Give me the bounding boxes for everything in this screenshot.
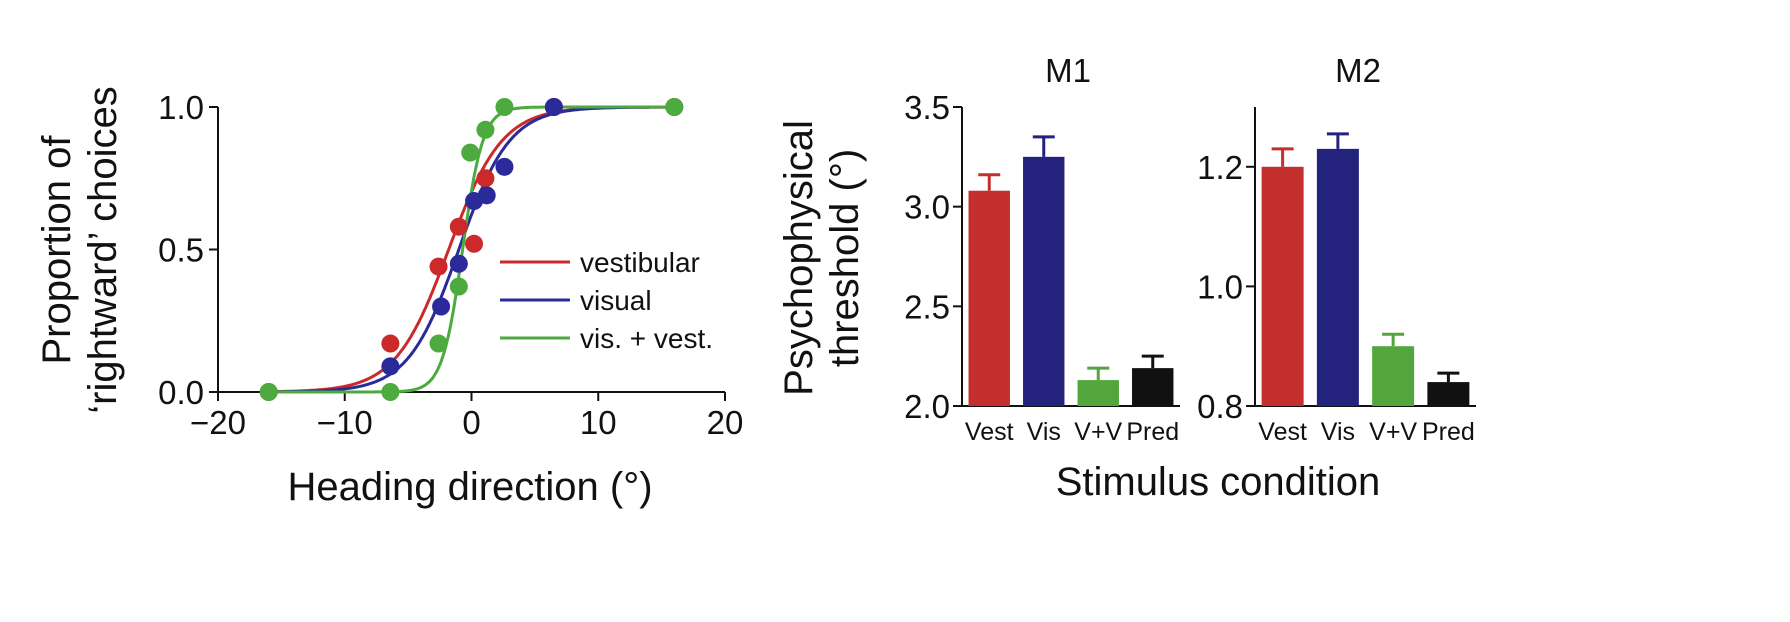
bar-y-tick-label: 0.8 bbox=[1197, 388, 1243, 425]
bar-category-label: V+V bbox=[1074, 418, 1122, 446]
stimulus-condition-xlabel: Stimulus condition bbox=[1056, 460, 1381, 504]
data-point bbox=[381, 383, 400, 401]
bar-pred bbox=[1427, 382, 1470, 406]
data-point bbox=[544, 98, 563, 116]
psychometric-legend: vestibular visual vis. + vest. bbox=[500, 247, 713, 354]
data-point bbox=[432, 297, 451, 316]
threshold-ylabel-line-2: threshold (°) bbox=[823, 149, 867, 367]
psychometric-xlabel: Heading direction (°) bbox=[287, 465, 652, 509]
bar-y-tick-label: 2.5 bbox=[904, 288, 950, 325]
y-tick-label: 1.0 bbox=[158, 89, 204, 126]
data-point bbox=[449, 254, 468, 273]
x-tick-label: 0 bbox=[462, 404, 480, 441]
fit-curve-vis-vest bbox=[268, 105, 675, 394]
psychometric-ylabel-line-1: Proportion of bbox=[35, 135, 79, 365]
data-point bbox=[465, 234, 484, 253]
x-tick-label: 20 bbox=[707, 404, 744, 441]
bar-vv bbox=[1077, 380, 1119, 406]
data-point bbox=[381, 357, 400, 376]
m2-bar-chart: 0.8 1.0 1.2 Vest Vis V+V Pred bbox=[1197, 107, 1476, 446]
bar-pred bbox=[1132, 368, 1174, 406]
psychometric-curves bbox=[268, 105, 675, 394]
data-point bbox=[449, 217, 468, 236]
x-tick-label: −10 bbox=[317, 404, 373, 441]
bar-category-label: Vis bbox=[1027, 418, 1061, 446]
bar-y-tick-label: 1.0 bbox=[1197, 268, 1243, 305]
data-point bbox=[476, 169, 495, 188]
bar-category-label: Vis bbox=[1321, 418, 1355, 446]
bar-vest bbox=[1261, 166, 1304, 406]
bar-category-label: V+V bbox=[1369, 418, 1417, 446]
m2-title: M2 bbox=[1335, 52, 1381, 89]
data-point bbox=[461, 143, 480, 162]
data-point bbox=[495, 157, 514, 176]
psychometric-panel: Proportion of ‘rightward’ choices Headin… bbox=[35, 86, 743, 509]
m1-title: M1 bbox=[1045, 52, 1091, 89]
data-point bbox=[477, 186, 496, 205]
bar-y-tick-label: 1.2 bbox=[1197, 149, 1243, 186]
data-point bbox=[381, 334, 400, 353]
bar-category-label: Vest bbox=[1258, 418, 1307, 446]
legend-label: vestibular bbox=[580, 247, 700, 278]
bar-category-label: Pred bbox=[1422, 418, 1475, 446]
data-point bbox=[665, 98, 684, 116]
bar-vis bbox=[1023, 156, 1065, 406]
threshold-ylabel-line-1: Psychophysical bbox=[777, 120, 821, 396]
bar-y-tick-label: 3.0 bbox=[904, 189, 950, 226]
y-tick-label: 0.0 bbox=[158, 374, 204, 411]
bar-category-label: Vest bbox=[965, 418, 1014, 446]
x-tick-label: 10 bbox=[580, 404, 617, 441]
bar-vest bbox=[968, 190, 1010, 406]
psychometric-ylabel-line-2: ‘rightward’ choices bbox=[81, 86, 125, 414]
bar-vv bbox=[1372, 346, 1415, 406]
data-point bbox=[495, 98, 514, 116]
bar-vis bbox=[1316, 148, 1359, 407]
psychometric-y-axis-title: Proportion of ‘rightward’ choices bbox=[35, 86, 125, 414]
bar-category-label: Pred bbox=[1126, 418, 1179, 446]
psychometric-axes: −20 −10 0 10 20 0.0 0.5 1.0 bbox=[158, 89, 743, 441]
threshold-panel: Psychophysical threshold (°) M1 M2 Stimu… bbox=[777, 52, 1476, 504]
threshold-y-axis-title: Psychophysical threshold (°) bbox=[777, 120, 867, 396]
bar-y-tick-label: 3.5 bbox=[904, 89, 950, 126]
bar-y-tick-label: 2.0 bbox=[904, 388, 950, 425]
legend-label: vis. + vest. bbox=[580, 323, 713, 354]
data-point bbox=[429, 257, 448, 276]
data-point bbox=[449, 277, 468, 296]
data-point bbox=[259, 383, 278, 401]
legend-label: visual bbox=[580, 285, 652, 316]
data-point bbox=[429, 334, 448, 353]
x-tick-label: −20 bbox=[190, 404, 246, 441]
psychometric-points bbox=[259, 98, 684, 401]
m1-bar-chart: 2.0 2.5 3.0 3.5 Vest Vis V+V Pred bbox=[904, 89, 1180, 446]
data-point bbox=[476, 120, 495, 139]
y-tick-label: 0.5 bbox=[158, 232, 204, 269]
